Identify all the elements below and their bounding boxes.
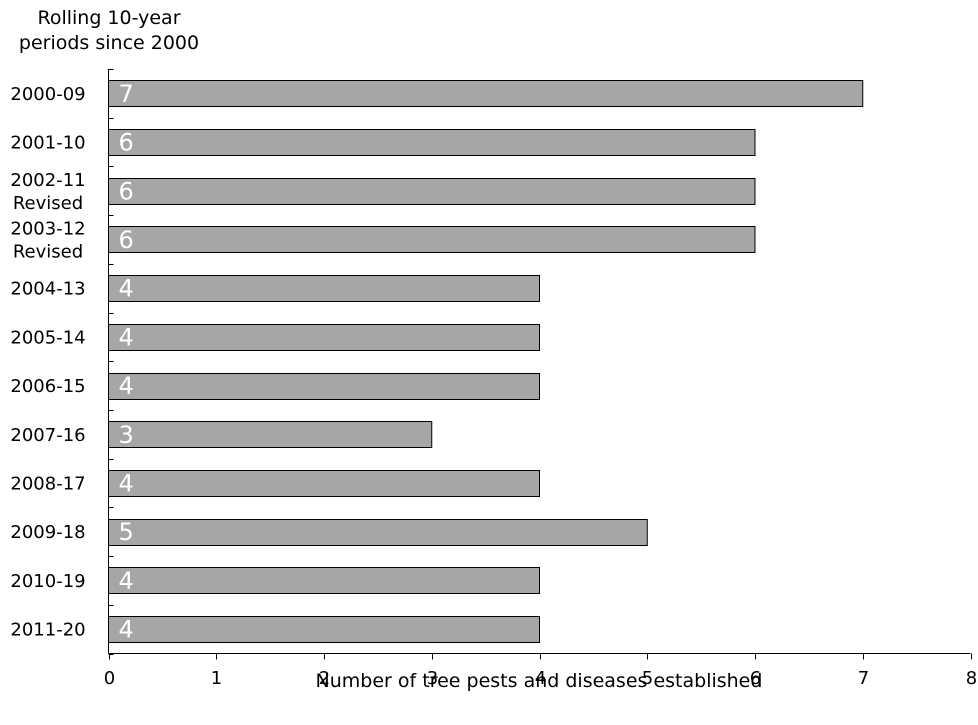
bar (108, 519, 648, 546)
bar-data-label: 6 (119, 226, 134, 254)
bar-data-label: 5 (119, 518, 134, 546)
category-label: 2000-09 (10, 84, 85, 105)
bar (108, 421, 433, 448)
category-label: 2006-15 (10, 376, 85, 397)
category-label: 2009-18 (10, 522, 85, 543)
x-tick-label: 8 (966, 668, 977, 689)
category-label: 2001-10 (10, 133, 85, 154)
bar-data-label: 4 (119, 616, 134, 644)
bar-data-label: 4 (119, 567, 134, 595)
category-label: 2004-13 (10, 279, 85, 300)
bar (108, 129, 756, 156)
category-label: 2005-14 (10, 327, 85, 348)
bar (108, 616, 540, 643)
x-tick-label: 1 (211, 668, 222, 689)
bar (108, 80, 864, 107)
bar-data-label: 7 (119, 80, 134, 108)
x-tick-label: 2 (319, 668, 330, 689)
category-label: 2010-19 (10, 571, 85, 592)
bar-data-label: 6 (119, 129, 134, 157)
x-tick-label: 5 (642, 668, 653, 689)
category-label: 2007-16 (10, 425, 85, 446)
bar-data-label: 6 (119, 177, 134, 205)
bar-data-label: 4 (119, 470, 134, 498)
bar (108, 275, 540, 302)
bar (108, 226, 756, 253)
bar-data-label: 4 (119, 275, 134, 303)
x-tick-label: 4 (535, 668, 546, 689)
x-tick-label: 6 (750, 668, 761, 689)
category-label: 2002-11 Revised (10, 170, 85, 214)
bar (108, 567, 540, 594)
category-label: 2003-12 Revised (10, 218, 85, 262)
bar-data-label: 4 (119, 323, 134, 351)
category-label: 2008-17 (10, 474, 85, 495)
bar (108, 373, 540, 400)
bar (108, 470, 540, 497)
x-tick-label: 3 (427, 668, 438, 689)
x-tick-label: 7 (858, 668, 869, 689)
bar-data-label: 4 (119, 372, 134, 400)
y-axis-title: Rolling 10-year periods since 2000 (18, 7, 200, 54)
category-label: 2011-20 (10, 620, 85, 641)
x-tick-label: 0 (104, 668, 115, 689)
bar (108, 324, 540, 351)
bar-data-label: 3 (119, 421, 134, 449)
bar (108, 178, 756, 205)
x-axis-title: Number of tree pests and diseases establ… (315, 670, 763, 692)
